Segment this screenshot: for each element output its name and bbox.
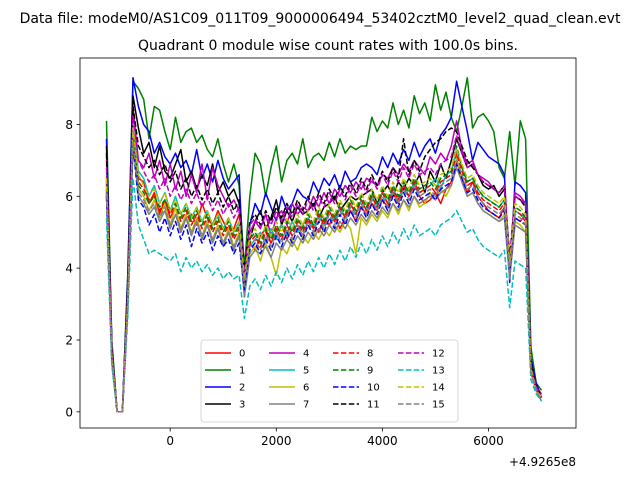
legend-label-1: 1 xyxy=(239,366,245,377)
legend-label-3: 3 xyxy=(239,400,245,411)
y-tick-label: 6 xyxy=(65,190,73,204)
legend-label-10: 10 xyxy=(367,383,380,394)
legend-label-2: 2 xyxy=(239,383,245,394)
y-tick-label: 0 xyxy=(65,405,73,419)
y-tick-label: 4 xyxy=(65,262,73,276)
series-line-2 xyxy=(105,77,543,413)
chart-title: Quadrant 0 module wise count rates with … xyxy=(138,38,518,54)
figure-title: Data file: modeM0/AS1C09_011T09_90000064… xyxy=(20,11,621,27)
legend-label-15: 15 xyxy=(432,400,445,411)
series-line-8 xyxy=(105,134,543,413)
legend-label-9: 9 xyxy=(367,366,373,377)
legend-label-6: 6 xyxy=(303,383,309,394)
series-line-14 xyxy=(105,127,543,413)
series-line-12 xyxy=(105,116,543,413)
legend-label-8: 8 xyxy=(367,349,373,360)
legend-label-11: 11 xyxy=(367,400,380,411)
series-layer xyxy=(105,77,543,413)
series-line-7 xyxy=(105,141,543,413)
series-line-10 xyxy=(105,145,543,413)
legend-frame xyxy=(200,339,459,423)
x-tick-label: 0 xyxy=(166,434,174,448)
plot-frame xyxy=(79,57,577,429)
legend-label-14: 14 xyxy=(432,383,445,394)
series-line-13 xyxy=(105,177,543,413)
legend-label-12: 12 xyxy=(432,349,445,360)
legend-label-5: 5 xyxy=(303,366,309,377)
series-line-11 xyxy=(105,105,543,413)
series-line-9 xyxy=(105,130,543,413)
x-offset-label: +4.9265e8 xyxy=(509,455,576,469)
legend-label-13: 13 xyxy=(432,366,445,377)
x-tick-label: 6000 xyxy=(473,434,504,448)
legend-label-4: 4 xyxy=(303,349,309,360)
legend-label-7: 7 xyxy=(303,400,309,411)
x-tick-label: 4000 xyxy=(367,434,398,448)
series-line-15 xyxy=(105,141,543,413)
y-axis: 0 2 4 6 8 xyxy=(65,118,80,419)
y-tick-label: 8 xyxy=(65,118,73,132)
legend-label-0: 0 xyxy=(239,349,245,360)
series-line-1 xyxy=(105,77,543,413)
y-tick-label: 2 xyxy=(65,333,73,347)
x-tick-label: 2000 xyxy=(261,434,292,448)
x-axis: 0 2000 4000 6000 xyxy=(166,428,504,448)
